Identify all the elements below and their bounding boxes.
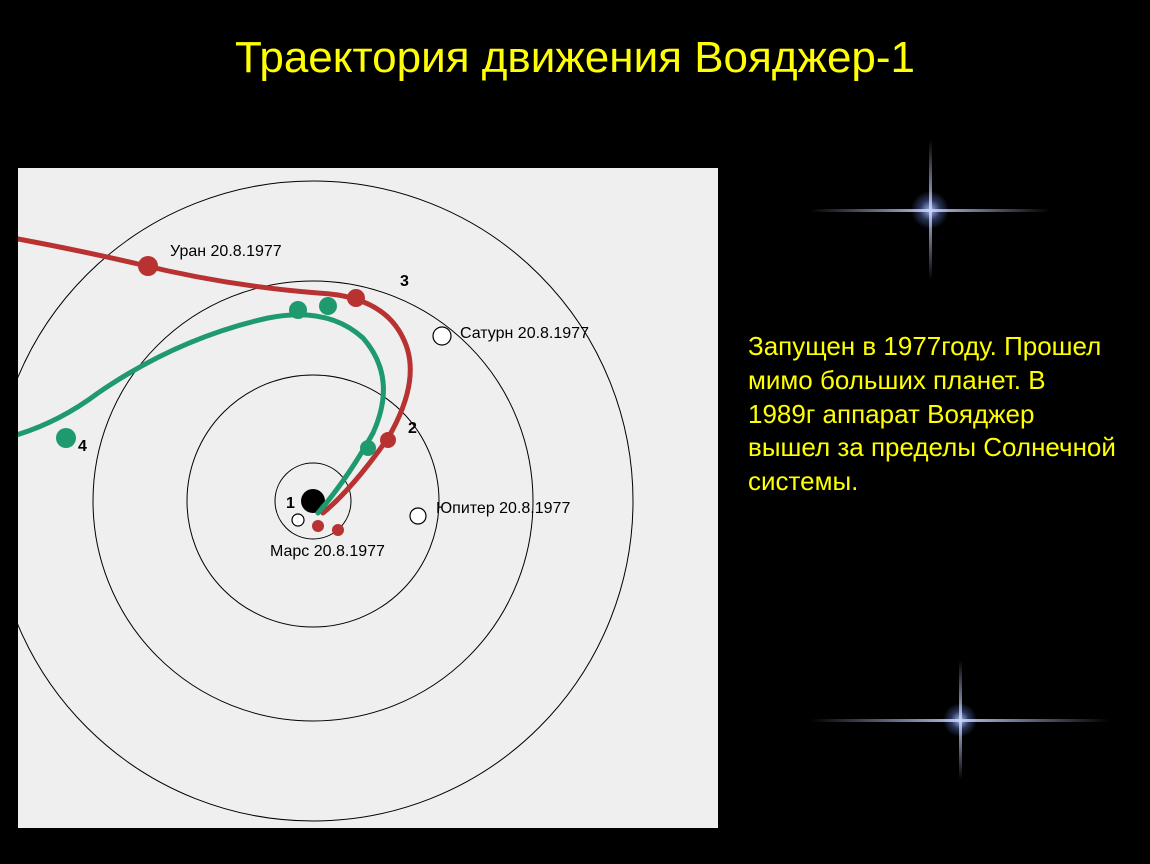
planet-label-3: Марс 20.8.1977 [270, 543, 385, 560]
diagram-bg [18, 168, 718, 828]
waypoint-1-dot-0 [292, 514, 304, 526]
planet-dot-2 [410, 508, 426, 524]
diagram-svg: Уран 20.8.1977 Сатурн 20.8.1977 Юпитер 20.… [18, 168, 718, 828]
lens-flare-core-1 [944, 704, 976, 736]
lens-flare-h-0 [810, 209, 1050, 212]
planet-label-0: Уран 20.8.1977 [170, 243, 282, 260]
planet-label-1: Сатурн 20.8.1977 [460, 325, 589, 342]
waypoint-num-1: 1 [286, 495, 295, 512]
waypoint-2-dot-0 [380, 432, 396, 448]
waypoint-1-dot-1 [312, 520, 324, 532]
trajectory-diagram: Уран 20.8.1977 Сатурн 20.8.1977 Юпитер 20.… [18, 168, 718, 828]
waypoint-2-dot-1 [360, 440, 376, 456]
lens-flare-h-1 [810, 719, 1110, 722]
waypoint-3-dot-2 [289, 301, 307, 319]
planet-dot-0 [138, 256, 158, 276]
waypoint-4-dot-0 [56, 428, 76, 448]
page-title: Траектория движения Вояджер-1 [0, 30, 1150, 85]
waypoint-num-4: 4 [78, 438, 87, 455]
planet-dot-3 [332, 524, 344, 536]
waypoint-3-dot-0 [347, 289, 365, 307]
waypoint-num-3: 3 [400, 273, 409, 290]
planet-label-2: Юпитер 20.8.1977 [436, 500, 570, 517]
description-text: Запущен в 1977году. Прошел мимо больших … [748, 330, 1118, 499]
planet-dot-1 [433, 327, 451, 345]
lens-flare-v-0 [929, 140, 932, 280]
waypoint-3-dot-1 [319, 297, 337, 315]
waypoint-num-2: 2 [408, 420, 417, 437]
lens-flare-core-0 [912, 192, 948, 228]
lens-flare-v-1 [959, 660, 962, 780]
